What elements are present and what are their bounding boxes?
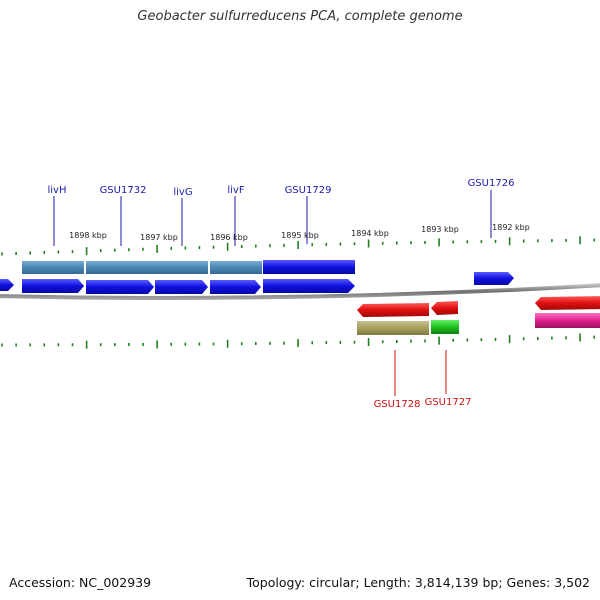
gene-arrow-livg[interactable] (155, 280, 208, 294)
genome-summary-text: Topology: circular; Length: 3,814,139 bp… (246, 575, 590, 590)
gene-bar-gsu1729-outer[interactable] (263, 260, 355, 274)
gene-label-livh[interactable]: livH (48, 185, 67, 196)
gene-label-livf[interactable]: livF (227, 185, 244, 196)
accession-text: Accession: NC_002939 (9, 575, 152, 590)
gene-arrow-gsu1729[interactable] (263, 279, 355, 293)
gene-label-gsu1727[interactable]: GSU1727 (425, 397, 472, 408)
ruler-label-1893: 1893 kbp (421, 225, 459, 234)
gene-arrow-gsu1728[interactable] (357, 303, 429, 317)
operon-bar-livf[interactable] (210, 261, 262, 274)
operon-bar-gsu1732[interactable] (86, 261, 208, 274)
ruler-label-1896: 1896 kbp (210, 233, 248, 242)
genome-title: Geobacter sulfurreducens PCA, complete g… (137, 9, 463, 24)
gene-arrow-left-edge[interactable] (0, 279, 14, 291)
gene-label-gsu1732[interactable]: GSU1732 (100, 185, 147, 196)
feature-bar-right-edge[interactable] (535, 313, 600, 328)
gene-arrow-livf[interactable] (210, 280, 261, 294)
gene-arrow-gsu1727[interactable] (431, 301, 458, 315)
gene-label-gsu1728[interactable]: GSU1728 (374, 399, 421, 410)
gene-arrow-gsu1732[interactable] (86, 280, 154, 294)
gene-label-gsu1729[interactable]: GSU1729 (285, 185, 332, 196)
ruler-label-1894: 1894 kbp (351, 229, 389, 238)
ruler-label-1897: 1897 kbp (140, 233, 178, 242)
feature-bar-gsu1727[interactable] (431, 320, 459, 334)
genome-backbone (0, 283, 600, 300)
gene-label-livg[interactable]: livG (173, 187, 192, 198)
feature-bar-gsu1728[interactable] (357, 321, 429, 335)
top-tick-marks (1, 236, 596, 256)
gene-label-gsu1726[interactable]: GSU1726 (468, 178, 515, 189)
bottom-tick-marks (1, 333, 596, 349)
gene-arrow-right-edge-red[interactable] (535, 296, 600, 310)
ruler-label-1895: 1895 kbp (281, 231, 319, 240)
gene-arrow-gsu1726[interactable] (474, 272, 514, 285)
ruler-label-1892: 1892 kbp (492, 223, 530, 232)
gene-arrow-livh[interactable] (22, 279, 84, 293)
ruler-label-1898: 1898 kbp (69, 231, 107, 240)
operon-bar-livh[interactable] (22, 261, 84, 274)
